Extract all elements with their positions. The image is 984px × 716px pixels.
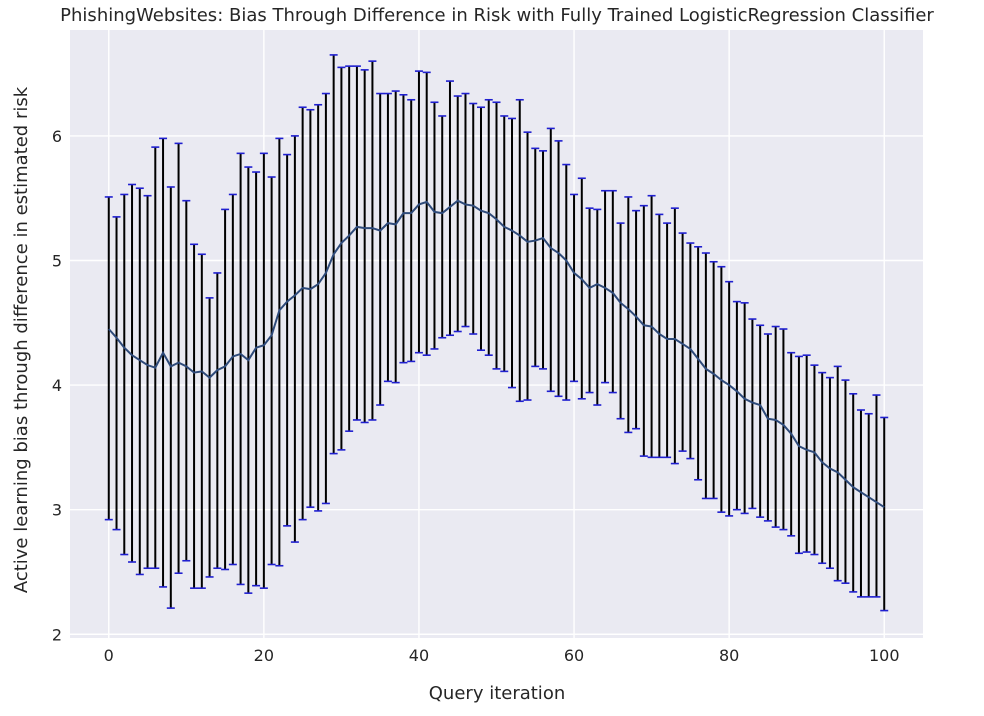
y-tick-label: 2 [52,625,62,644]
y-tick-labels: 2 3 4 5 6 [52,127,62,644]
y-tick-label: 4 [52,376,62,395]
y-axis-label: Active learning bias through difference … [11,86,32,593]
x-tick-label: 20 [254,646,274,665]
x-tick-label: 80 [719,646,739,665]
y-tick-label: 6 [52,127,62,146]
y-tick-label: 5 [52,251,62,270]
x-tick-label: 100 [869,646,900,665]
x-tick-label: 0 [104,646,114,665]
y-tick-label: 3 [52,501,62,520]
x-axis-label: Query iteration [429,683,565,704]
x-tick-labels: 0 20 40 60 80 100 [104,646,900,665]
x-tick-label: 60 [564,646,584,665]
chart-title: PhishingWebsites: Bias Through Differenc… [60,5,934,26]
x-tick-label: 40 [409,646,429,665]
